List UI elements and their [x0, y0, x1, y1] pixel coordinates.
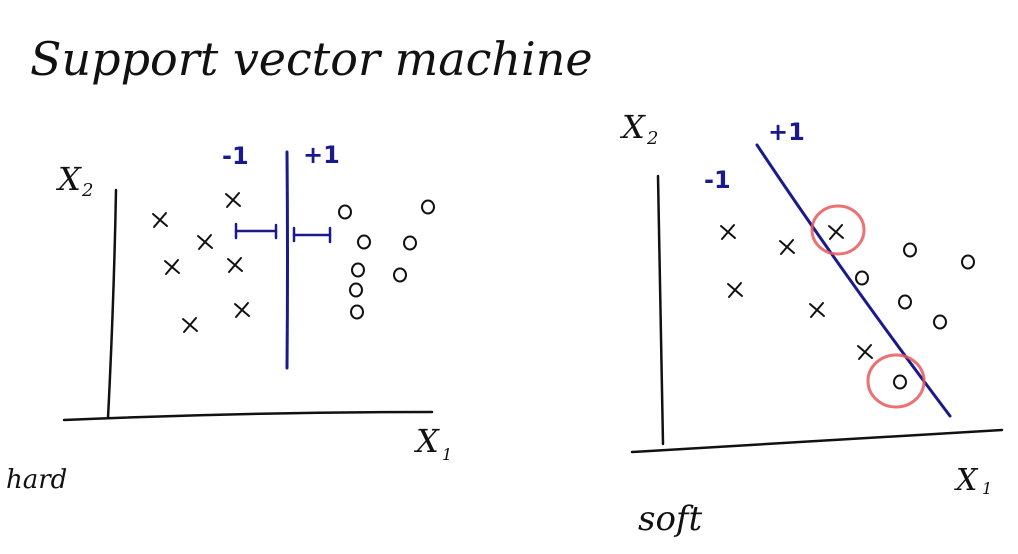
- soft-y-axis-sub: 2: [646, 128, 658, 149]
- hard-circle-point: [403, 235, 417, 251]
- hard-circle-point: [421, 199, 435, 215]
- soft-plus-one-label: +1: [768, 118, 805, 146]
- hard-cross-points: [152, 192, 250, 333]
- hard-caption: hard: [6, 465, 67, 495]
- soft-minus-one-label: -1: [704, 166, 731, 194]
- soft-circle-point: [903, 242, 917, 258]
- soft-x-axis-sub: 1: [982, 479, 992, 498]
- soft-caption: soft: [638, 499, 703, 539]
- soft-circle-point: [961, 254, 975, 270]
- soft-circle-point: [893, 374, 907, 390]
- hard-decision-boundary: [285, 150, 289, 370]
- hard-margin-panel: X 2 X 1 -1 +1 hard: [6, 141, 452, 495]
- hard-circle-point: [349, 282, 363, 298]
- hard-x-axis-sub: 1: [442, 445, 452, 464]
- soft-x-axis: [630, 428, 1004, 454]
- soft-circle-points: [855, 242, 975, 390]
- hard-cross-point: [152, 212, 168, 228]
- soft-cross-point: [809, 302, 825, 318]
- soft-cross-point: [720, 224, 736, 240]
- soft-cross-point: [779, 239, 795, 255]
- hard-x-axis-label: X: [413, 422, 440, 460]
- hard-circle-point: [357, 234, 371, 250]
- soft-highlight-cross-ring: [810, 204, 866, 256]
- hard-circle-point: [393, 267, 407, 283]
- hard-cross-point: [234, 302, 250, 318]
- hard-y-axis-label: X: [55, 160, 82, 198]
- soft-cross-point: [727, 282, 743, 298]
- hard-circle-point: [338, 204, 352, 220]
- soft-y-axis: [656, 174, 665, 446]
- soft-margin-panel: X 2 X 1 -1 +1 soft: [619, 108, 1004, 539]
- hard-margin-left-bracket: [234, 222, 278, 240]
- figure-title: Support vector machine: [30, 32, 593, 86]
- hard-cross-point: [197, 234, 213, 250]
- soft-decision-boundary: [755, 143, 952, 418]
- hard-circle-points: [338, 199, 435, 320]
- soft-circle-point: [898, 294, 912, 310]
- soft-circle-point: [855, 270, 869, 286]
- soft-y-axis-label: X: [619, 108, 646, 146]
- hard-circle-point: [350, 304, 364, 320]
- hard-cross-point: [164, 259, 180, 275]
- hard-margin-right-bracket: [292, 226, 332, 244]
- soft-x-axis-label: X: [954, 463, 979, 498]
- hard-y-axis: [106, 188, 118, 420]
- hard-y-axis-sub: 2: [81, 180, 93, 201]
- soft-cross-points: [720, 224, 873, 360]
- soft-highlight-circle-ring: [866, 353, 926, 409]
- hard-circle-point: [351, 262, 365, 278]
- hard-cross-point: [182, 317, 198, 333]
- hard-cross-point: [227, 257, 243, 273]
- hard-minus-one-label: -1: [222, 142, 249, 170]
- soft-cross-point: [857, 344, 873, 360]
- hard-plus-one-label: +1: [303, 141, 340, 169]
- hard-x-axis: [62, 410, 434, 422]
- soft-cross-point: [828, 224, 844, 240]
- hard-cross-point: [225, 192, 241, 208]
- soft-circle-point: [933, 314, 947, 330]
